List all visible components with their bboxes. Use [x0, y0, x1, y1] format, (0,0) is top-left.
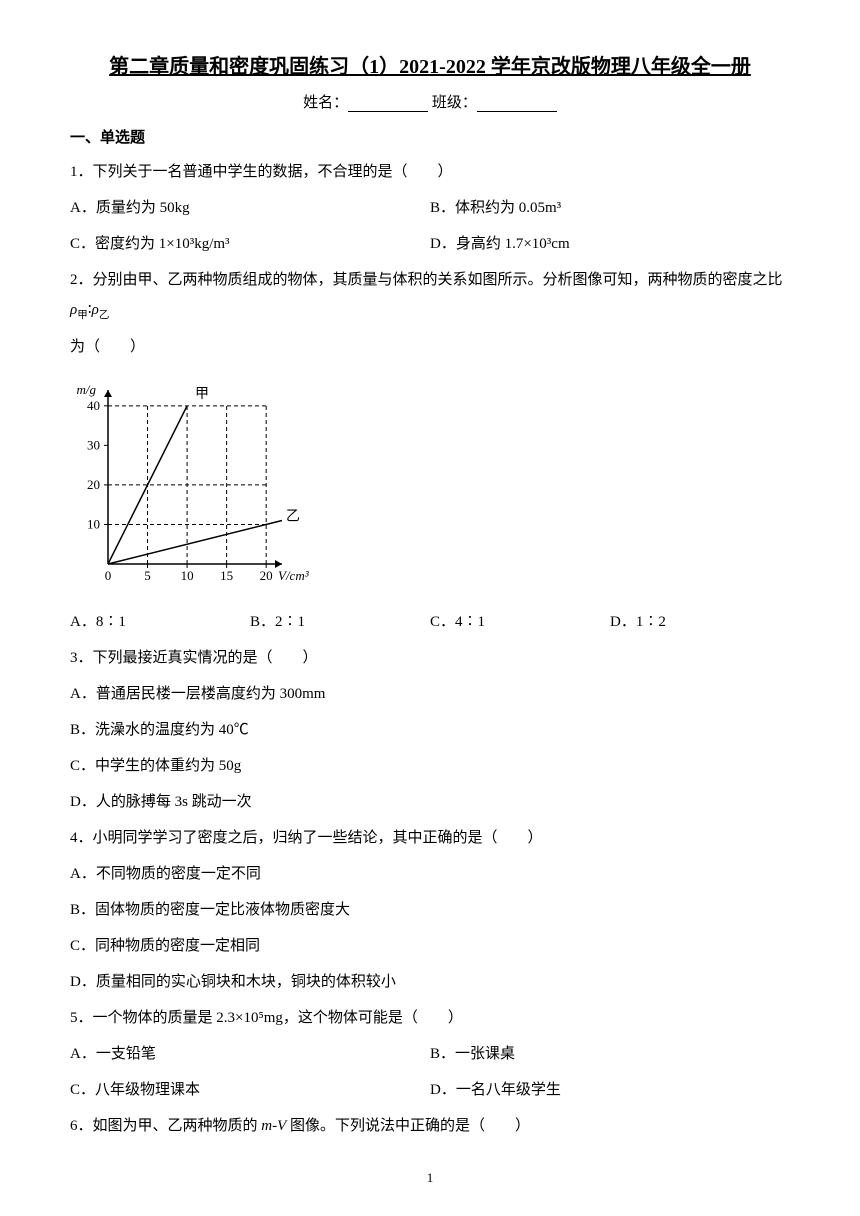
rho-yi-sub: 乙: [99, 310, 110, 321]
q5-optA: A．一支铅笔: [70, 1039, 430, 1069]
q4-optC: C．同种物质的密度一定相同: [70, 931, 790, 961]
q2-chart-svg: 0 5 10 15 20 10 20 30 40m/g V/cm³ 甲乙: [70, 372, 310, 592]
svg-text:甲: 甲: [195, 387, 209, 402]
name-class-row: 姓名： 班级：: [70, 91, 790, 112]
q2-text-part1: 2．分别由甲、乙两种物质组成的物体，其质量与体积的关系如图所示。分析图像可知，两…: [70, 272, 783, 288]
q2-chart: 0 5 10 15 20 10 20 30 40m/g V/cm³ 甲乙: [70, 372, 790, 597]
q5-text: 5．一个物体的质量是 2.3×10⁵mg，这个物体可能是（ ）: [70, 1003, 790, 1033]
q1-optC: C．密度约为 1×10³kg/m³: [70, 229, 430, 259]
section-header: 一、单选题: [70, 126, 790, 147]
q3-optC: C．中学生的体重约为 50g: [70, 751, 790, 781]
q3-optD: D．人的脉搏每 3s 跳动一次: [70, 787, 790, 817]
svg-text:m/g: m/g: [77, 382, 97, 397]
svg-text:0: 0: [105, 568, 112, 583]
svg-text:乙: 乙: [286, 509, 300, 525]
q6-text-part1: 6．如图为甲、乙两种物质的: [70, 1118, 261, 1134]
q3-text: 3．下列最接近真实情况的是（ ）: [70, 643, 790, 673]
q4-optD: D．质量相同的实心铜块和木块，铜块的体积较小: [70, 967, 790, 997]
svg-text:15: 15: [220, 568, 233, 583]
class-label: 班级：: [432, 95, 477, 111]
q5-optB: B．一张课桌: [430, 1039, 790, 1069]
q3-optB: B．洗澡水的温度约为 40℃: [70, 715, 790, 745]
q2-optB: B．2∶1: [250, 607, 430, 637]
q2-optC: C．4∶1: [430, 607, 610, 637]
q1-options-row1: A．质量约为 50kg B．体积约为 0.05m³: [70, 193, 790, 223]
q4-optB: B．固体物质的密度一定比液体物质密度大: [70, 895, 790, 925]
q1-text: 1．下列关于一名普通中学生的数据，不合理的是（ ）: [70, 157, 790, 187]
page-number: 1: [427, 1170, 434, 1186]
q2-text: 2．分别由甲、乙两种物质组成的物体，其质量与体积的关系如图所示。分析图像可知，两…: [70, 265, 790, 326]
q1-options-row2: C．密度约为 1×10³kg/m³ D．身高约 1.7×10³cm: [70, 229, 790, 259]
svg-text:10: 10: [181, 568, 194, 583]
svg-text:20: 20: [260, 568, 273, 583]
rho-yi: ρ: [92, 302, 99, 318]
q5-optD: D．一名八年级学生: [430, 1075, 790, 1105]
q1-optB: B．体积约为 0.05m³: [430, 193, 790, 223]
svg-text:5: 5: [144, 568, 151, 583]
q5-optC: C．八年级物理课本: [70, 1075, 430, 1105]
svg-text:20: 20: [87, 477, 100, 492]
class-blank: [477, 96, 557, 112]
svg-text:10: 10: [87, 516, 100, 531]
q6-text: 6．如图为甲、乙两种物质的 m-V 图像。下列说法中正确的是（ ）: [70, 1111, 790, 1141]
q6-text-part2: 图像。下列说法中正确的是（ ）: [286, 1118, 530, 1134]
q4-options: A．不同物质的密度一定不同 B．固体物质的密度一定比液体物质密度大 C．同种物质…: [70, 859, 790, 997]
svg-text:40: 40: [87, 398, 100, 413]
q2-optA: A．8∶1: [70, 607, 250, 637]
q5-options-row1: A．一支铅笔 B．一张课桌: [70, 1039, 790, 1069]
page-title: 第二章质量和密度巩固练习（1）2021-2022 学年京改版物理八年级全一册: [70, 50, 790, 79]
svg-text:V/cm³: V/cm³: [278, 568, 310, 583]
q2-text-part2: 为（ ）: [70, 332, 790, 362]
name-blank: [348, 96, 428, 112]
rho-jia-sub: 甲: [77, 310, 88, 321]
name-label: 姓名：: [303, 95, 348, 111]
q2-options: A．8∶1 B．2∶1 C．4∶1 D．1∶2: [70, 607, 790, 637]
q1-optD: D．身高约 1.7×10³cm: [430, 229, 790, 259]
q4-optA: A．不同物质的密度一定不同: [70, 859, 790, 889]
q2-optD: D．1∶2: [610, 607, 790, 637]
q3-options: A．普通居民楼一层楼高度约为 300mm B．洗澡水的温度约为 40℃ C．中学…: [70, 679, 790, 817]
q4-text: 4．小明同学学习了密度之后，归纳了一些结论，其中正确的是（ ）: [70, 823, 790, 853]
q5-options-row2: C．八年级物理课本 D．一名八年级学生: [70, 1075, 790, 1105]
q1-optA: A．质量约为 50kg: [70, 193, 430, 223]
q3-optA: A．普通居民楼一层楼高度约为 300mm: [70, 679, 790, 709]
svg-text:30: 30: [87, 437, 100, 452]
mv-v: V: [277, 1118, 286, 1134]
mv-m: m: [261, 1118, 272, 1134]
